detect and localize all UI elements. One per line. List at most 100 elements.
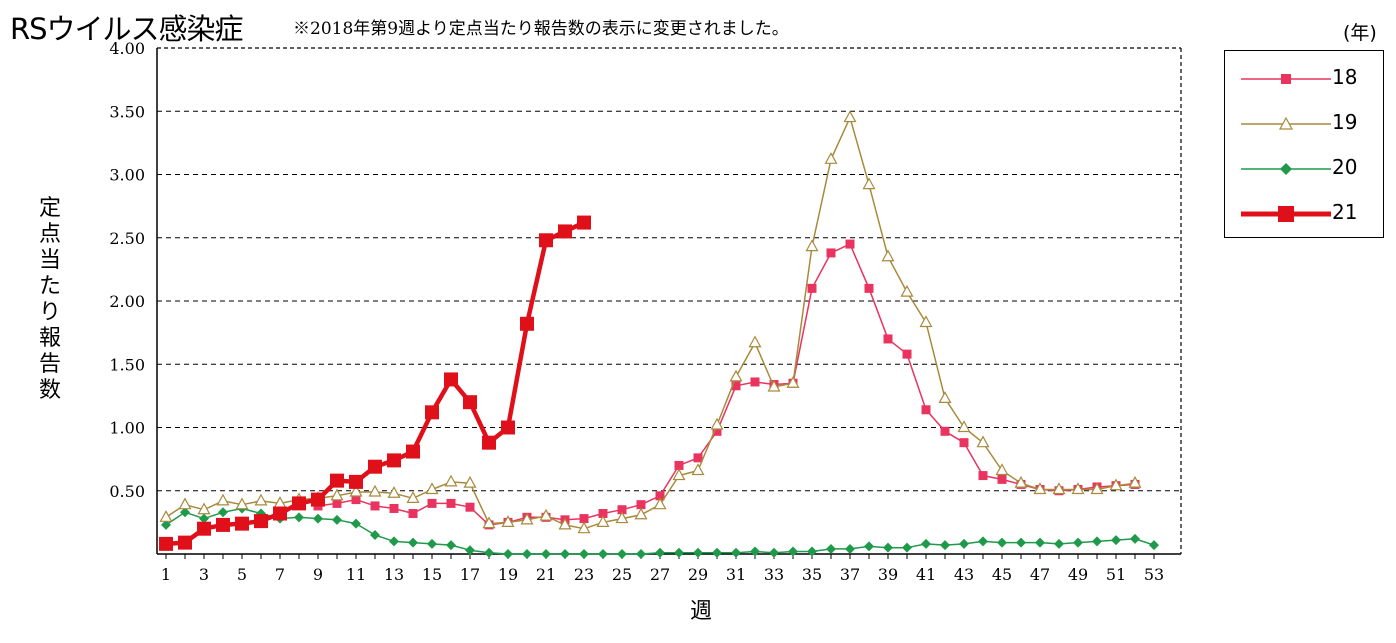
data-point-20: [598, 549, 608, 559]
data-point-20: [313, 513, 323, 524]
data-point-20: [864, 541, 874, 552]
x-tick-label: 43: [954, 565, 974, 584]
chart-title: RSウイルス感染症: [10, 12, 244, 46]
data-point-21: [463, 395, 477, 410]
data-point-19: [349, 484, 363, 497]
data-point-19: [539, 508, 553, 521]
x-tick-label: 17: [460, 565, 480, 584]
data-point-20: [161, 519, 171, 530]
data-point-19: [159, 510, 173, 522]
data-point-20: [1111, 535, 1121, 546]
data-point-21: [482, 435, 496, 450]
data-point-19: [1128, 475, 1142, 488]
legend-label-20: 20: [1332, 155, 1358, 179]
data-point-19: [558, 517, 572, 530]
data-point-19: [1109, 478, 1123, 491]
x-tick-label: 5: [237, 565, 247, 584]
data-point-19: [520, 512, 534, 525]
data-point-20: [541, 549, 551, 559]
x-tick-label: 9: [313, 565, 323, 584]
data-point-19: [387, 486, 401, 498]
data-point-19: [1014, 475, 1028, 488]
data-point-20: [218, 507, 228, 518]
data-point-18: [731, 381, 741, 391]
data-point-20: [465, 545, 475, 556]
data-point-21: [178, 535, 192, 550]
data-point-19: [843, 110, 857, 123]
data-point-18: [807, 283, 817, 293]
x-tick-label: 39: [878, 565, 898, 584]
data-point-19: [919, 315, 933, 328]
data-point-18: [674, 460, 684, 470]
legend-year-unit: (年): [1343, 22, 1377, 44]
data-point-20: [579, 549, 589, 559]
data-point-19: [330, 488, 344, 501]
data-point-20: [655, 547, 665, 558]
data-point-21: [159, 536, 173, 551]
data-point-20: [408, 537, 418, 548]
data-point-20: [731, 547, 741, 558]
data-point-20: [332, 514, 342, 525]
data-point-20: [503, 549, 513, 559]
data-point-20: [199, 513, 209, 524]
data-point-19: [577, 521, 591, 534]
data-point-21: [558, 224, 572, 239]
x-tick-label: 53: [1144, 565, 1164, 584]
data-point-20: [997, 537, 1007, 548]
data-point-20: [1130, 533, 1140, 544]
data-point-19: [862, 177, 876, 190]
data-point-19: [729, 369, 743, 382]
data-point-20: [427, 538, 437, 549]
data-point-18: [370, 501, 380, 511]
data-point-20: [1054, 538, 1064, 549]
data-point-21: [425, 405, 439, 420]
data-point-18: [446, 498, 456, 508]
data-point-20: [484, 547, 494, 558]
data-point-20: [351, 518, 361, 529]
data-point-18: [940, 426, 950, 436]
data-point-19: [1090, 482, 1104, 495]
data-point-21: [368, 459, 382, 474]
data-point-19: [1052, 482, 1066, 495]
data-point-20: [845, 543, 855, 554]
data-point-20: [769, 547, 779, 558]
legend-swatch-20: [1241, 163, 1331, 175]
data-point-19: [235, 497, 249, 510]
data-point-18: [921, 405, 931, 415]
data-point-18: [408, 509, 418, 519]
data-point-20: [370, 530, 380, 541]
data-point-19: [482, 516, 496, 529]
legend-item-21: 21: [1225, 194, 1383, 234]
data-point-18: [351, 495, 361, 505]
data-point-20: [902, 542, 912, 553]
x-axis-label: 週: [690, 599, 713, 624]
data-point-18: [978, 471, 988, 481]
x-tick-label: 25: [612, 565, 632, 584]
x-tick-label: 13: [384, 565, 404, 584]
y-tick-label: 3.00: [109, 166, 145, 185]
x-tick-label: 31: [726, 565, 746, 584]
data-point-20: [446, 540, 456, 551]
data-point-19: [425, 482, 439, 495]
x-tick-label: 45: [992, 565, 1012, 584]
data-point-19: [881, 249, 895, 262]
data-point-20: [788, 546, 798, 557]
x-tick-label: 51: [1106, 565, 1126, 584]
data-point-18: [389, 503, 399, 513]
legend-swatch-18: [1241, 74, 1331, 84]
data-point-21: [311, 492, 325, 507]
data-point-21: [197, 521, 211, 536]
data-point-18: [959, 438, 969, 448]
series-line-19: [165, 116, 1136, 530]
data-point-18: [712, 426, 722, 436]
data-point-18: [655, 491, 665, 501]
data-point-19: [786, 375, 800, 388]
data-point-20: [1092, 536, 1102, 547]
data-point-19: [254, 493, 268, 506]
data-point-19: [216, 493, 230, 506]
data-point-18: [693, 453, 703, 463]
data-point-21: [406, 444, 420, 459]
data-point-21: [387, 453, 401, 468]
data-point-18: [997, 474, 1007, 484]
